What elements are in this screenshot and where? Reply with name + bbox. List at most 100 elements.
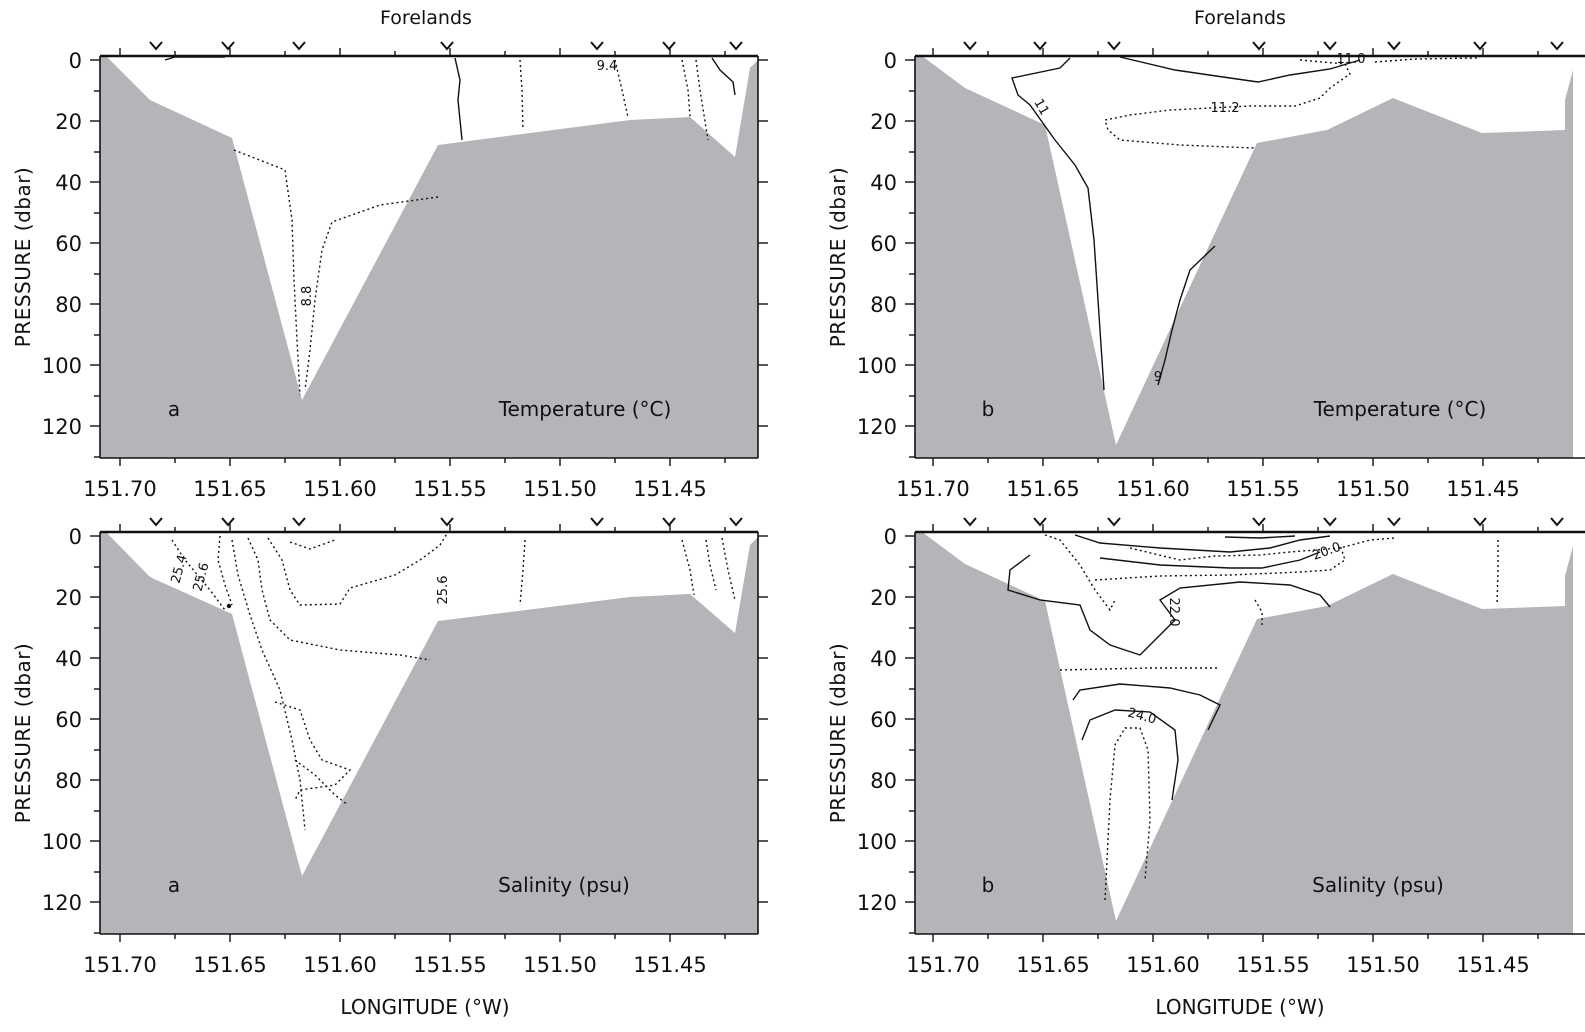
axis-frame: [99, 56, 759, 459]
y-tick-labels: 0 20 40 60 80 100 120: [857, 49, 897, 439]
bathymetry-fill: [100, 56, 758, 458]
station-markers: [963, 41, 1564, 51]
x-tick-label: 151.45: [633, 953, 706, 977]
x-tick-label: 151.65: [193, 477, 266, 501]
panel-letter: a: [168, 397, 180, 421]
x-tick-labels: 151.70 151.65 151.60 151.55 151.50 151.4…: [896, 477, 1519, 501]
contour-label: 25.6: [191, 561, 213, 593]
y-tick-label: 20: [55, 110, 82, 134]
contour-label: 24.0: [1126, 706, 1158, 728]
contour-lines-dotted: [233, 59, 709, 396]
x-tick-label: 151.65: [1016, 953, 1089, 977]
x-tick-label: 151.60: [303, 953, 376, 977]
x-tick-label: 151.55: [1226, 477, 1299, 501]
y-tick-labels: 0 20 40 60 80 100 120: [857, 525, 897, 915]
y-tick-marks: [90, 535, 768, 934]
data-point-marker: [226, 603, 232, 609]
axis-frame: [914, 532, 1585, 935]
panel-letter: b: [982, 873, 995, 897]
contour-label: 9: [1154, 370, 1162, 385]
contour-lines-dotted: [171, 531, 736, 831]
x-tick-labels: 151.70 151.65 151.60 151.55 151.50 151.4…: [83, 953, 706, 977]
x-tick-labels: 151.70 151.65 151.60 151.55 151.50 151.4…: [83, 477, 706, 501]
y-axis-label: PRESSURE (dbar): [11, 167, 35, 348]
y-tick-labels: 0 20 40 60 80 100 120: [42, 525, 82, 915]
contour-label: 22.0: [1166, 598, 1181, 627]
x-tick-marks: [932, 524, 1539, 942]
x-tick-label: 151.50: [523, 477, 596, 501]
y-axis-label: PRESSURE (dbar): [11, 643, 35, 824]
y-tick-label: 60: [870, 708, 897, 732]
field-label: Salinity (psu): [498, 873, 630, 897]
x-tick-marks: [932, 48, 1539, 466]
contour-label: 25.4: [169, 553, 191, 585]
axis-frame: [99, 532, 759, 935]
x-tick-label: 151.50: [523, 953, 596, 977]
y-tick-label: 0: [69, 525, 82, 549]
contour-label: 8.8: [300, 286, 315, 307]
contour-label: 11: [1030, 96, 1051, 118]
x-tick-label: 151.50: [1346, 953, 1419, 977]
y-tick-marks: [905, 59, 915, 458]
y-tick-label: 120: [42, 891, 82, 915]
y-tick-label: 60: [55, 232, 82, 256]
y-axis-label: PRESSURE (dbar): [826, 167, 850, 348]
y-tick-label: 120: [42, 415, 82, 439]
contour-lines: [1007, 534, 1331, 801]
contour-lines-dotted: [1044, 534, 1499, 901]
y-tick-label: 100: [42, 354, 82, 378]
contour-lines-dotted: [1104, 57, 1481, 149]
station-markers: [963, 517, 1564, 527]
y-tick-label: 0: [884, 49, 897, 73]
contour-label: 11.2: [1211, 101, 1240, 116]
bathymetry-fill: [100, 532, 758, 934]
y-tick-label: 120: [857, 415, 897, 439]
y-tick-label: 80: [55, 293, 82, 317]
panel-temperature-b: Forelands 11.0 11.2 11 9: [826, 7, 1585, 501]
y-tick-label: 80: [870, 293, 897, 317]
y-tick-marks: [90, 59, 768, 458]
field-label: Temperature (°C): [1313, 397, 1487, 421]
x-tick-label: 151.70: [83, 477, 156, 501]
x-axis-label: LONGITUDE (°W): [340, 995, 509, 1019]
y-tick-label: 20: [870, 110, 897, 134]
station-markers: [149, 41, 743, 51]
y-tick-label: 40: [870, 647, 897, 671]
x-tick-label: 151.55: [413, 953, 486, 977]
y-tick-label: 40: [55, 647, 82, 671]
panel-temperature-a: Forelands 9.4 8.8: [11, 7, 768, 501]
y-tick-label: 100: [42, 830, 82, 854]
panel-top-title: Forelands: [380, 7, 472, 29]
panel-letter: b: [982, 397, 995, 421]
bathymetry-fill: [915, 56, 1573, 458]
x-tick-labels: 151.70 151.65 151.60 151.55 151.50 151.4…: [906, 953, 1529, 977]
contour-label: 25.6: [436, 576, 451, 605]
x-axis-label: LONGITUDE (°W): [1155, 995, 1324, 1019]
y-tick-label: 100: [857, 830, 897, 854]
y-tick-label: 60: [55, 708, 82, 732]
x-tick-label: 151.70: [906, 953, 979, 977]
x-tick-label: 151.65: [193, 953, 266, 977]
axis-frame: [914, 56, 1585, 459]
x-tick-label: 151.65: [1006, 477, 1079, 501]
x-tick-label: 151.60: [303, 477, 376, 501]
y-tick-label: 100: [857, 354, 897, 378]
x-tick-label: 151.45: [633, 477, 706, 501]
y-tick-label: 80: [870, 769, 897, 793]
panel-salinity-b: 20.0 22.0 24.0: [826, 517, 1585, 1019]
y-tick-label: 20: [870, 586, 897, 610]
x-tick-label: 151.45: [1446, 477, 1519, 501]
y-tick-label: 120: [857, 891, 897, 915]
y-tick-label: 60: [870, 232, 897, 256]
x-tick-label: 151.60: [1116, 477, 1189, 501]
y-tick-label: 40: [55, 171, 82, 195]
y-tick-label: 0: [884, 525, 897, 549]
y-tick-marks: [905, 535, 915, 934]
contour-label: 9.4: [597, 59, 618, 74]
panel-salinity-a: 25.4 25.6 25.6: [11, 517, 768, 1019]
x-tick-marks: [119, 524, 726, 942]
contour-lines: [1011, 56, 1361, 391]
y-axis-label: PRESSURE (dbar): [826, 643, 850, 824]
bathymetry-fill: [915, 532, 1573, 934]
y-tick-label: 0: [69, 49, 82, 73]
